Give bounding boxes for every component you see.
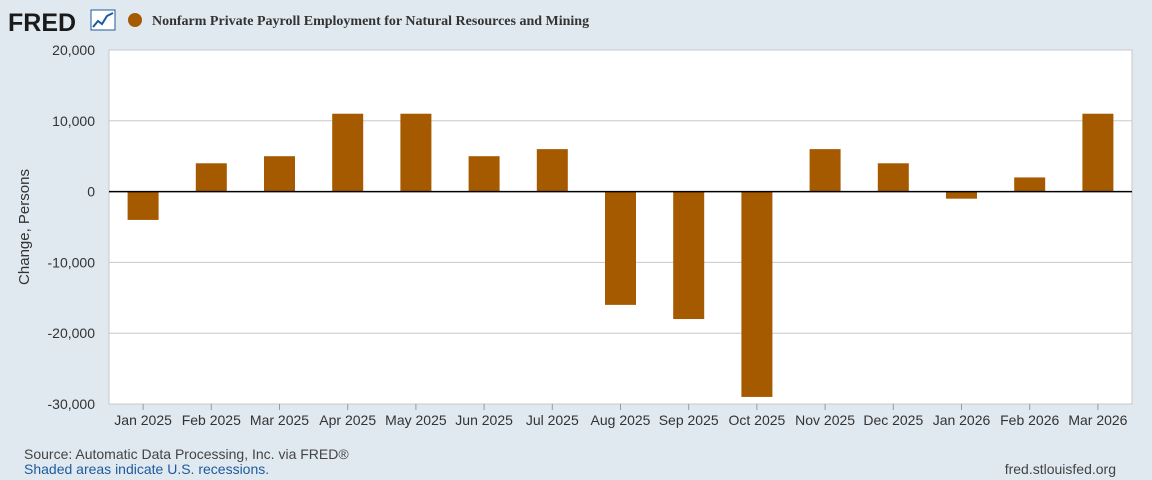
y-axis-ticks: 20,000 10,000 0 -10,000 -20,000 -30,000	[48, 42, 96, 412]
x-tick-label: Dec 2025	[863, 412, 923, 428]
header: FRED Nonfarm Private Payroll Employment …	[8, 9, 589, 37]
x-tick-label: Sep 2025	[659, 412, 719, 428]
bar-feb-2026[interactable]	[1014, 177, 1046, 192]
bars	[127, 113, 1114, 397]
x-tick-label: Jan 2025	[114, 412, 172, 428]
x-tick-label: Apr 2025	[319, 412, 376, 428]
y-axis-title: Change, Persons	[16, 169, 33, 285]
bar-sep-2025[interactable]	[673, 191, 705, 320]
bar-jun-2025[interactable]	[468, 156, 500, 192]
x-tick-label: Feb 2026	[1000, 412, 1059, 428]
y-tick-label: -20,000	[48, 325, 96, 341]
x-tick-label: May 2025	[385, 412, 447, 428]
series-legend-marker	[128, 13, 142, 27]
recession-note[interactable]: Shaded areas indicate U.S. recessions.	[24, 461, 269, 477]
x-axis-ticks: Jan 2025 Feb 2025 Mar 2025 Apr 2025 May 2025…	[114, 404, 1128, 428]
site-link[interactable]: fred.stlouisfed.org	[1005, 461, 1116, 477]
line-chart-icon	[90, 9, 116, 31]
y-tick-label: -30,000	[48, 396, 96, 412]
fred-logo[interactable]: FRED	[8, 9, 76, 37]
bar-feb-2025[interactable]	[195, 163, 227, 192]
bar-jan-2025[interactable]	[127, 191, 159, 220]
x-tick-label: Jan 2026	[933, 412, 991, 428]
x-tick-label: Jun 2025	[455, 412, 513, 428]
source-note: Source: Automatic Data Processing, Inc. …	[24, 446, 349, 462]
bar-dec-2025[interactable]	[877, 163, 909, 192]
x-tick-label: Jul 2025	[526, 412, 579, 428]
bar-oct-2025[interactable]	[741, 191, 773, 397]
x-tick-label: Oct 2025	[728, 412, 785, 428]
y-tick-label: 20,000	[52, 42, 95, 58]
bar-aug-2025[interactable]	[605, 191, 636, 305]
y-tick-label: 10,000	[52, 113, 95, 129]
bar-may-2025[interactable]	[400, 113, 432, 192]
x-tick-label: Nov 2025	[795, 412, 855, 428]
x-tick-label: Mar 2025	[250, 412, 309, 428]
x-tick-label: Mar 2026	[1068, 412, 1127, 428]
y-tick-label: -10,000	[48, 254, 96, 270]
bar-jan-2026[interactable]	[946, 191, 977, 199]
y-tick-label: 0	[87, 184, 95, 200]
x-tick-label: Feb 2025	[182, 412, 241, 428]
x-tick-label: Aug 2025	[591, 412, 651, 428]
bar-nov-2025[interactable]	[809, 149, 841, 192]
bar-mar-2026[interactable]	[1082, 113, 1114, 192]
bar-jul-2025[interactable]	[536, 149, 568, 192]
bar-apr-2025[interactable]	[332, 113, 364, 192]
footer: Source: Automatic Data Processing, Inc. …	[24, 446, 1116, 477]
series-title[interactable]: Nonfarm Private Payroll Employment for N…	[152, 14, 589, 29]
bar-mar-2025[interactable]	[264, 156, 295, 192]
